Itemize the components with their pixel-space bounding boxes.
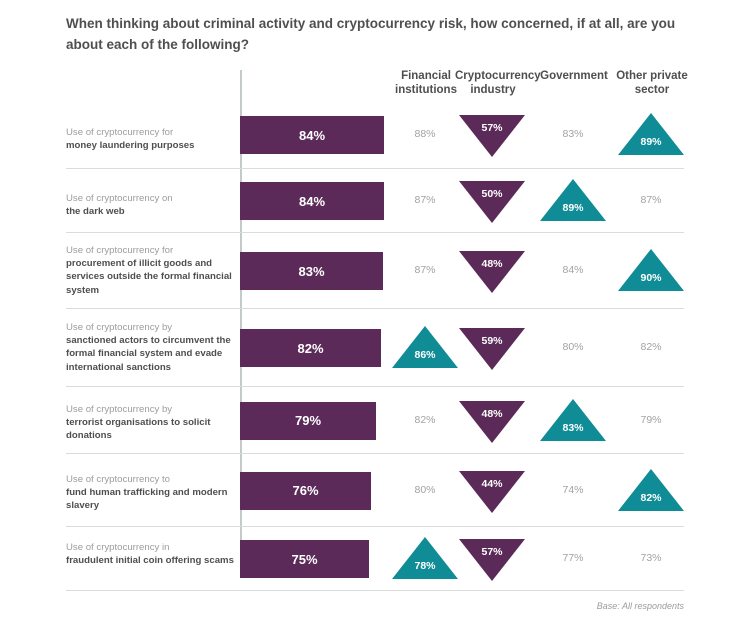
cell-value-plain: 87% — [414, 194, 436, 206]
cell-value-plain: 82% — [414, 413, 436, 426]
column-header-2: Government — [533, 69, 615, 83]
cell-value-plain: 84% — [562, 264, 584, 276]
bar-overall: 76% — [240, 471, 371, 510]
chart-title: When thinking about criminal activity an… — [66, 16, 676, 52]
bar-overall: 84% — [240, 182, 384, 220]
cell-value-marker: 59% — [481, 335, 503, 347]
marker-triangle-up: 86% — [392, 326, 458, 370]
cell-value-marker: 90% — [640, 272, 662, 284]
cell-value-plain: 80% — [414, 483, 436, 496]
row-label: Use of cryptocurrency by sanctioned actor… — [66, 321, 238, 374]
marker-triangle-up: 90% — [618, 249, 684, 293]
marker-triangle-down: 59% — [459, 326, 525, 370]
row-divider — [66, 453, 684, 454]
cell-value-marker: 44% — [481, 477, 503, 490]
row-divider — [66, 526, 684, 527]
cell-value-plain: 80% — [562, 341, 584, 353]
cell-value-plain: 88% — [414, 128, 436, 140]
cell-value-marker: 57% — [481, 546, 503, 558]
column-header-1: Cryptocurrency industry — [455, 69, 541, 98]
marker-triangle-up: 83% — [540, 398, 606, 443]
cell-value-marker: 89% — [640, 136, 662, 148]
row-label-lead: Use of cryptocurrency by — [66, 403, 173, 415]
row-label-main: procurement of illicit goods and service… — [66, 258, 232, 296]
cell-value-marker: 86% — [414, 349, 436, 361]
row-label-main: money laundering purposes — [66, 140, 195, 152]
cell-value-plain: 74% — [562, 483, 584, 496]
row-label-lead: Use of cryptocurrency to — [66, 473, 170, 485]
row-label: Use of cryptocurrency for money launderin… — [66, 126, 238, 152]
column-header-line2: sector — [634, 84, 670, 97]
row-divider — [66, 590, 684, 591]
cell-value-marker: 89% — [562, 202, 584, 214]
cell-value-plain: 77% — [562, 552, 584, 564]
row-label-main: terrorist organisations to solicit donat… — [66, 416, 211, 441]
bar-value-label: 79% — [294, 413, 322, 428]
cell-value-plain: 87% — [414, 264, 436, 276]
bar-value-label: 76% — [292, 483, 319, 498]
marker-triangle-down: 44% — [459, 469, 525, 513]
row-label-main: sanctioned actors to circumvent the form… — [66, 335, 231, 373]
row-divider — [66, 386, 684, 387]
cell-value-marker: 83% — [562, 421, 584, 434]
bar-overall: 75% — [240, 540, 369, 578]
row-label: Use of cryptocurrency to fund human traff… — [66, 473, 238, 513]
cell-value-marker: 57% — [481, 122, 503, 134]
marker-triangle-down: 57% — [459, 537, 525, 581]
bar-value-label: 84% — [298, 127, 326, 143]
row-divider — [66, 168, 684, 169]
bar-overall: 83% — [240, 252, 383, 290]
row-label: Use of cryptocurrency on the dark web — [66, 192, 238, 218]
cell-value-plain: 73% — [640, 552, 662, 564]
marker-triangle-down: 48% — [459, 249, 525, 293]
cell-value-marker: 48% — [481, 258, 503, 270]
cell-value-plain: 83% — [562, 128, 584, 140]
column-header-line2: institutions — [395, 84, 457, 97]
row-label-lead: Use of cryptocurrency for — [66, 127, 174, 138]
cell-value-plain: 82% — [640, 341, 662, 353]
row-label-lead: Use of cryptocurrency by — [66, 322, 173, 333]
bar-value-label: 83% — [298, 263, 325, 279]
bar-value-label: 84% — [298, 193, 326, 209]
cell-value-marker: 50% — [481, 188, 503, 200]
bar-value-label: 82% — [297, 340, 324, 356]
bar-overall: 79% — [240, 401, 376, 440]
row-divider — [66, 232, 684, 233]
bar-overall: 82% — [240, 329, 381, 367]
chart-footnote: Base: All respondents — [596, 601, 684, 611]
column-header-line1: Financial — [401, 70, 451, 82]
column-header-3: Other private sector — [612, 69, 692, 98]
row-label-lead: Use of cryptocurrency in — [66, 542, 170, 553]
column-header-line1: Government — [540, 70, 608, 82]
marker-triangle-up: 89% — [540, 179, 606, 223]
cell-value-plain: 87% — [640, 194, 662, 206]
column-header-0: Financial institutions — [388, 69, 464, 98]
marker-triangle-down: 48% — [459, 399, 525, 443]
row-label: Use of cryptocurrency by terrorist organi… — [66, 403, 238, 443]
row-label: Use of cryptocurrency for procurement of … — [66, 244, 238, 297]
cell-value-marker: 78% — [414, 560, 436, 572]
marker-triangle-up: 78% — [392, 537, 458, 581]
cell-value-marker: 48% — [481, 407, 503, 420]
row-label-main: fraudulent initial coin offering scams — [66, 555, 234, 567]
row-label: Use of cryptocurrency in fraudulent initi… — [66, 541, 238, 567]
column-header-line1: Cryptocurrency — [455, 70, 541, 82]
marker-triangle-down: 57% — [459, 113, 525, 157]
column-header-line1: Other private — [616, 70, 688, 82]
marker-triangle-down: 50% — [459, 179, 525, 223]
cell-value-marker: 82% — [640, 491, 662, 504]
row-label-main: fund human trafficking and modern slaver… — [66, 486, 228, 511]
column-header-line2: industry — [470, 84, 516, 97]
bar-value-label: 75% — [291, 551, 318, 567]
marker-triangle-up: 82% — [618, 468, 684, 513]
marker-triangle-up: 89% — [618, 113, 684, 157]
bar-overall: 84% — [240, 116, 384, 154]
row-divider — [66, 308, 684, 309]
row-label-lead: Use of cryptocurrency on — [66, 193, 173, 204]
row-label-main: the dark web — [66, 206, 125, 218]
cell-value-plain: 79% — [640, 413, 662, 426]
vertical-axis-line — [240, 70, 242, 578]
row-label-lead: Use of cryptocurrency for — [66, 245, 174, 256]
